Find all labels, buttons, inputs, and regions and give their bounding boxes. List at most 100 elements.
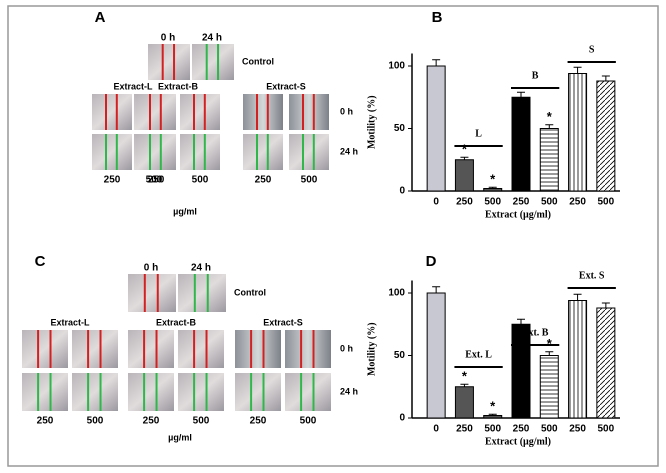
x-tick-label: 250 — [569, 424, 586, 435]
dose-label: 500 — [193, 416, 210, 427]
micrograph — [180, 94, 220, 130]
micrograph — [178, 274, 226, 312]
micrograph — [180, 134, 220, 170]
row-label: 24 h — [340, 386, 358, 396]
significance-marker: * — [547, 336, 553, 351]
significance-marker: * — [462, 142, 468, 157]
time-label: 0 h — [161, 33, 175, 44]
x-tick-label: 250 — [569, 197, 586, 208]
y-tick-label: 100 — [388, 288, 405, 299]
row-label: 24 h — [340, 146, 358, 156]
bar — [568, 73, 588, 192]
unit-label: µg/ml — [168, 432, 192, 442]
time-label: 24 h — [191, 263, 211, 274]
row-label: 0 h — [340, 106, 353, 116]
group-label: Ext. S — [579, 270, 605, 281]
x-axis-label: Extract (µg/ml) — [485, 436, 551, 447]
micrograph — [178, 330, 224, 368]
dose-label: 250 — [104, 175, 121, 186]
x-tick-label: 250 — [456, 424, 473, 435]
x-tick-label: 500 — [598, 424, 615, 435]
group-label: L — [475, 128, 482, 139]
micrograph — [128, 274, 176, 312]
micrograph — [72, 373, 118, 411]
x-tick-label: 500 — [484, 197, 501, 208]
y-tick-label: 50 — [394, 350, 406, 361]
y-tick-label: 50 — [394, 123, 406, 134]
bar — [454, 386, 474, 419]
x-tick-label: 500 — [541, 197, 558, 208]
group-label: S — [589, 44, 595, 55]
group-label: B — [532, 70, 539, 81]
micrograph — [243, 94, 283, 130]
control-label: Control — [242, 56, 274, 66]
dose-label: 250 — [148, 175, 165, 186]
panel-letter: D — [426, 253, 437, 270]
bar — [596, 307, 616, 419]
y-tick-label: 0 — [399, 413, 405, 424]
extract-label: Extract-S — [266, 81, 306, 91]
micrograph — [235, 330, 281, 368]
control-label: Control — [234, 287, 266, 297]
y-axis-label: Motility (%) — [366, 322, 377, 376]
micrograph — [92, 94, 132, 130]
micrograph — [243, 134, 283, 170]
extract-label: Extract-B — [156, 317, 197, 327]
micrograph — [92, 134, 132, 170]
figure-border — [7, 5, 659, 467]
dose-label: 500 — [192, 175, 209, 186]
bar — [511, 96, 531, 192]
y-tick-label: 100 — [388, 61, 405, 72]
significance-marker: * — [490, 172, 496, 187]
extract-label: Extract-B — [158, 81, 199, 91]
micrograph — [192, 44, 234, 80]
x-tick-label: 500 — [484, 424, 501, 435]
micrograph — [289, 94, 329, 130]
dose-label: 500 — [301, 175, 318, 186]
extract-label: Extract-L — [50, 317, 90, 327]
micrograph — [235, 373, 281, 411]
significance-marker: * — [547, 109, 553, 124]
micrograph — [22, 330, 68, 368]
bar — [426, 292, 446, 419]
time-label: 24 h — [202, 33, 222, 44]
x-axis-label: Extract (µg/ml) — [485, 209, 551, 220]
panel-letter: A — [95, 9, 106, 26]
y-tick-label: 0 — [399, 186, 405, 197]
y-axis-label: Motility (%) — [366, 95, 377, 149]
x-tick-label: 500 — [598, 197, 615, 208]
x-tick-label: 500 — [541, 424, 558, 435]
group-label: Ext. L — [465, 349, 492, 360]
x-tick-label: 250 — [456, 197, 473, 208]
bar — [596, 80, 616, 192]
bar — [568, 300, 588, 419]
micrograph — [136, 134, 176, 170]
micrograph — [128, 373, 174, 411]
bar — [539, 355, 559, 419]
x-tick-label: 250 — [513, 424, 530, 435]
extract-label: Extract-S — [263, 317, 303, 327]
micrograph — [22, 373, 68, 411]
dose-label: 500 — [87, 416, 104, 427]
micrograph — [289, 134, 329, 170]
x-tick-label: 0 — [433, 424, 439, 435]
group-label: Ext. B — [522, 327, 549, 338]
micrograph — [72, 330, 118, 368]
significance-marker: * — [490, 399, 496, 414]
micrograph — [136, 94, 176, 130]
dose-label: 250 — [143, 416, 160, 427]
micrograph — [285, 330, 331, 368]
time-label: 0 h — [144, 263, 158, 274]
micrograph — [178, 373, 224, 411]
x-tick-label: 0 — [433, 197, 439, 208]
panel-letter: C — [35, 253, 46, 270]
x-tick-label: 250 — [513, 197, 530, 208]
bar — [483, 415, 503, 419]
unit-label: µg/ml — [173, 206, 197, 216]
extract-label: Extract-L — [113, 81, 153, 91]
dose-label: 500 — [300, 416, 317, 427]
panel-letter: B — [432, 9, 443, 26]
bar — [426, 65, 446, 192]
bar — [511, 323, 531, 419]
